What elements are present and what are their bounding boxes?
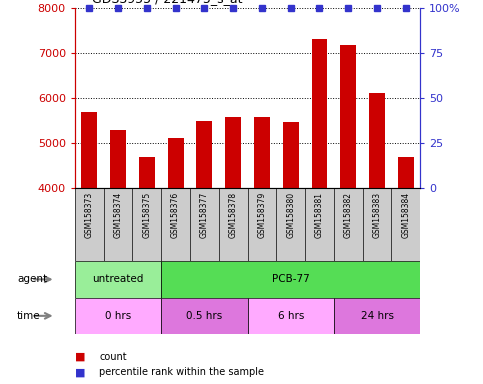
Text: 0.5 hrs: 0.5 hrs — [186, 311, 223, 321]
Bar — [139, 157, 155, 188]
Bar — [110, 130, 126, 188]
Text: GSM158380: GSM158380 — [286, 192, 295, 238]
Text: GSM158377: GSM158377 — [200, 192, 209, 238]
Bar — [197, 121, 213, 188]
Bar — [81, 113, 97, 188]
Bar — [75, 261, 161, 298]
Text: GSM158376: GSM158376 — [171, 192, 180, 238]
Bar — [398, 157, 414, 188]
Text: time: time — [17, 311, 41, 321]
Text: untreated: untreated — [92, 274, 144, 285]
Text: percentile rank within the sample: percentile rank within the sample — [99, 367, 264, 377]
Bar — [161, 298, 247, 334]
Bar — [254, 118, 270, 188]
Bar — [312, 39, 327, 188]
Bar — [75, 298, 161, 334]
Text: GSM158375: GSM158375 — [142, 192, 151, 238]
Text: GSM158384: GSM158384 — [401, 192, 411, 238]
Text: agent: agent — [17, 274, 47, 285]
Text: ■: ■ — [75, 352, 85, 362]
Bar — [334, 298, 420, 334]
Text: ■: ■ — [75, 367, 85, 377]
Text: 24 hrs: 24 hrs — [360, 311, 394, 321]
Text: GSM158373: GSM158373 — [85, 192, 94, 238]
Text: GSM158374: GSM158374 — [114, 192, 123, 238]
Bar — [168, 138, 184, 188]
Bar — [225, 118, 241, 188]
Text: GSM158381: GSM158381 — [315, 192, 324, 238]
Bar — [161, 261, 420, 298]
Text: 0 hrs: 0 hrs — [105, 311, 131, 321]
Text: count: count — [99, 352, 127, 362]
Bar — [341, 45, 356, 188]
Bar — [247, 298, 334, 334]
Text: GDS3955 / 221475_s_at: GDS3955 / 221475_s_at — [92, 0, 242, 5]
Text: 6 hrs: 6 hrs — [278, 311, 304, 321]
Text: GSM158382: GSM158382 — [344, 192, 353, 238]
Bar — [283, 122, 298, 188]
Text: PCB-77: PCB-77 — [272, 274, 310, 285]
Text: GSM158383: GSM158383 — [372, 192, 382, 238]
Text: GSM158379: GSM158379 — [257, 192, 267, 238]
Bar — [369, 93, 385, 188]
Text: GSM158378: GSM158378 — [228, 192, 238, 238]
